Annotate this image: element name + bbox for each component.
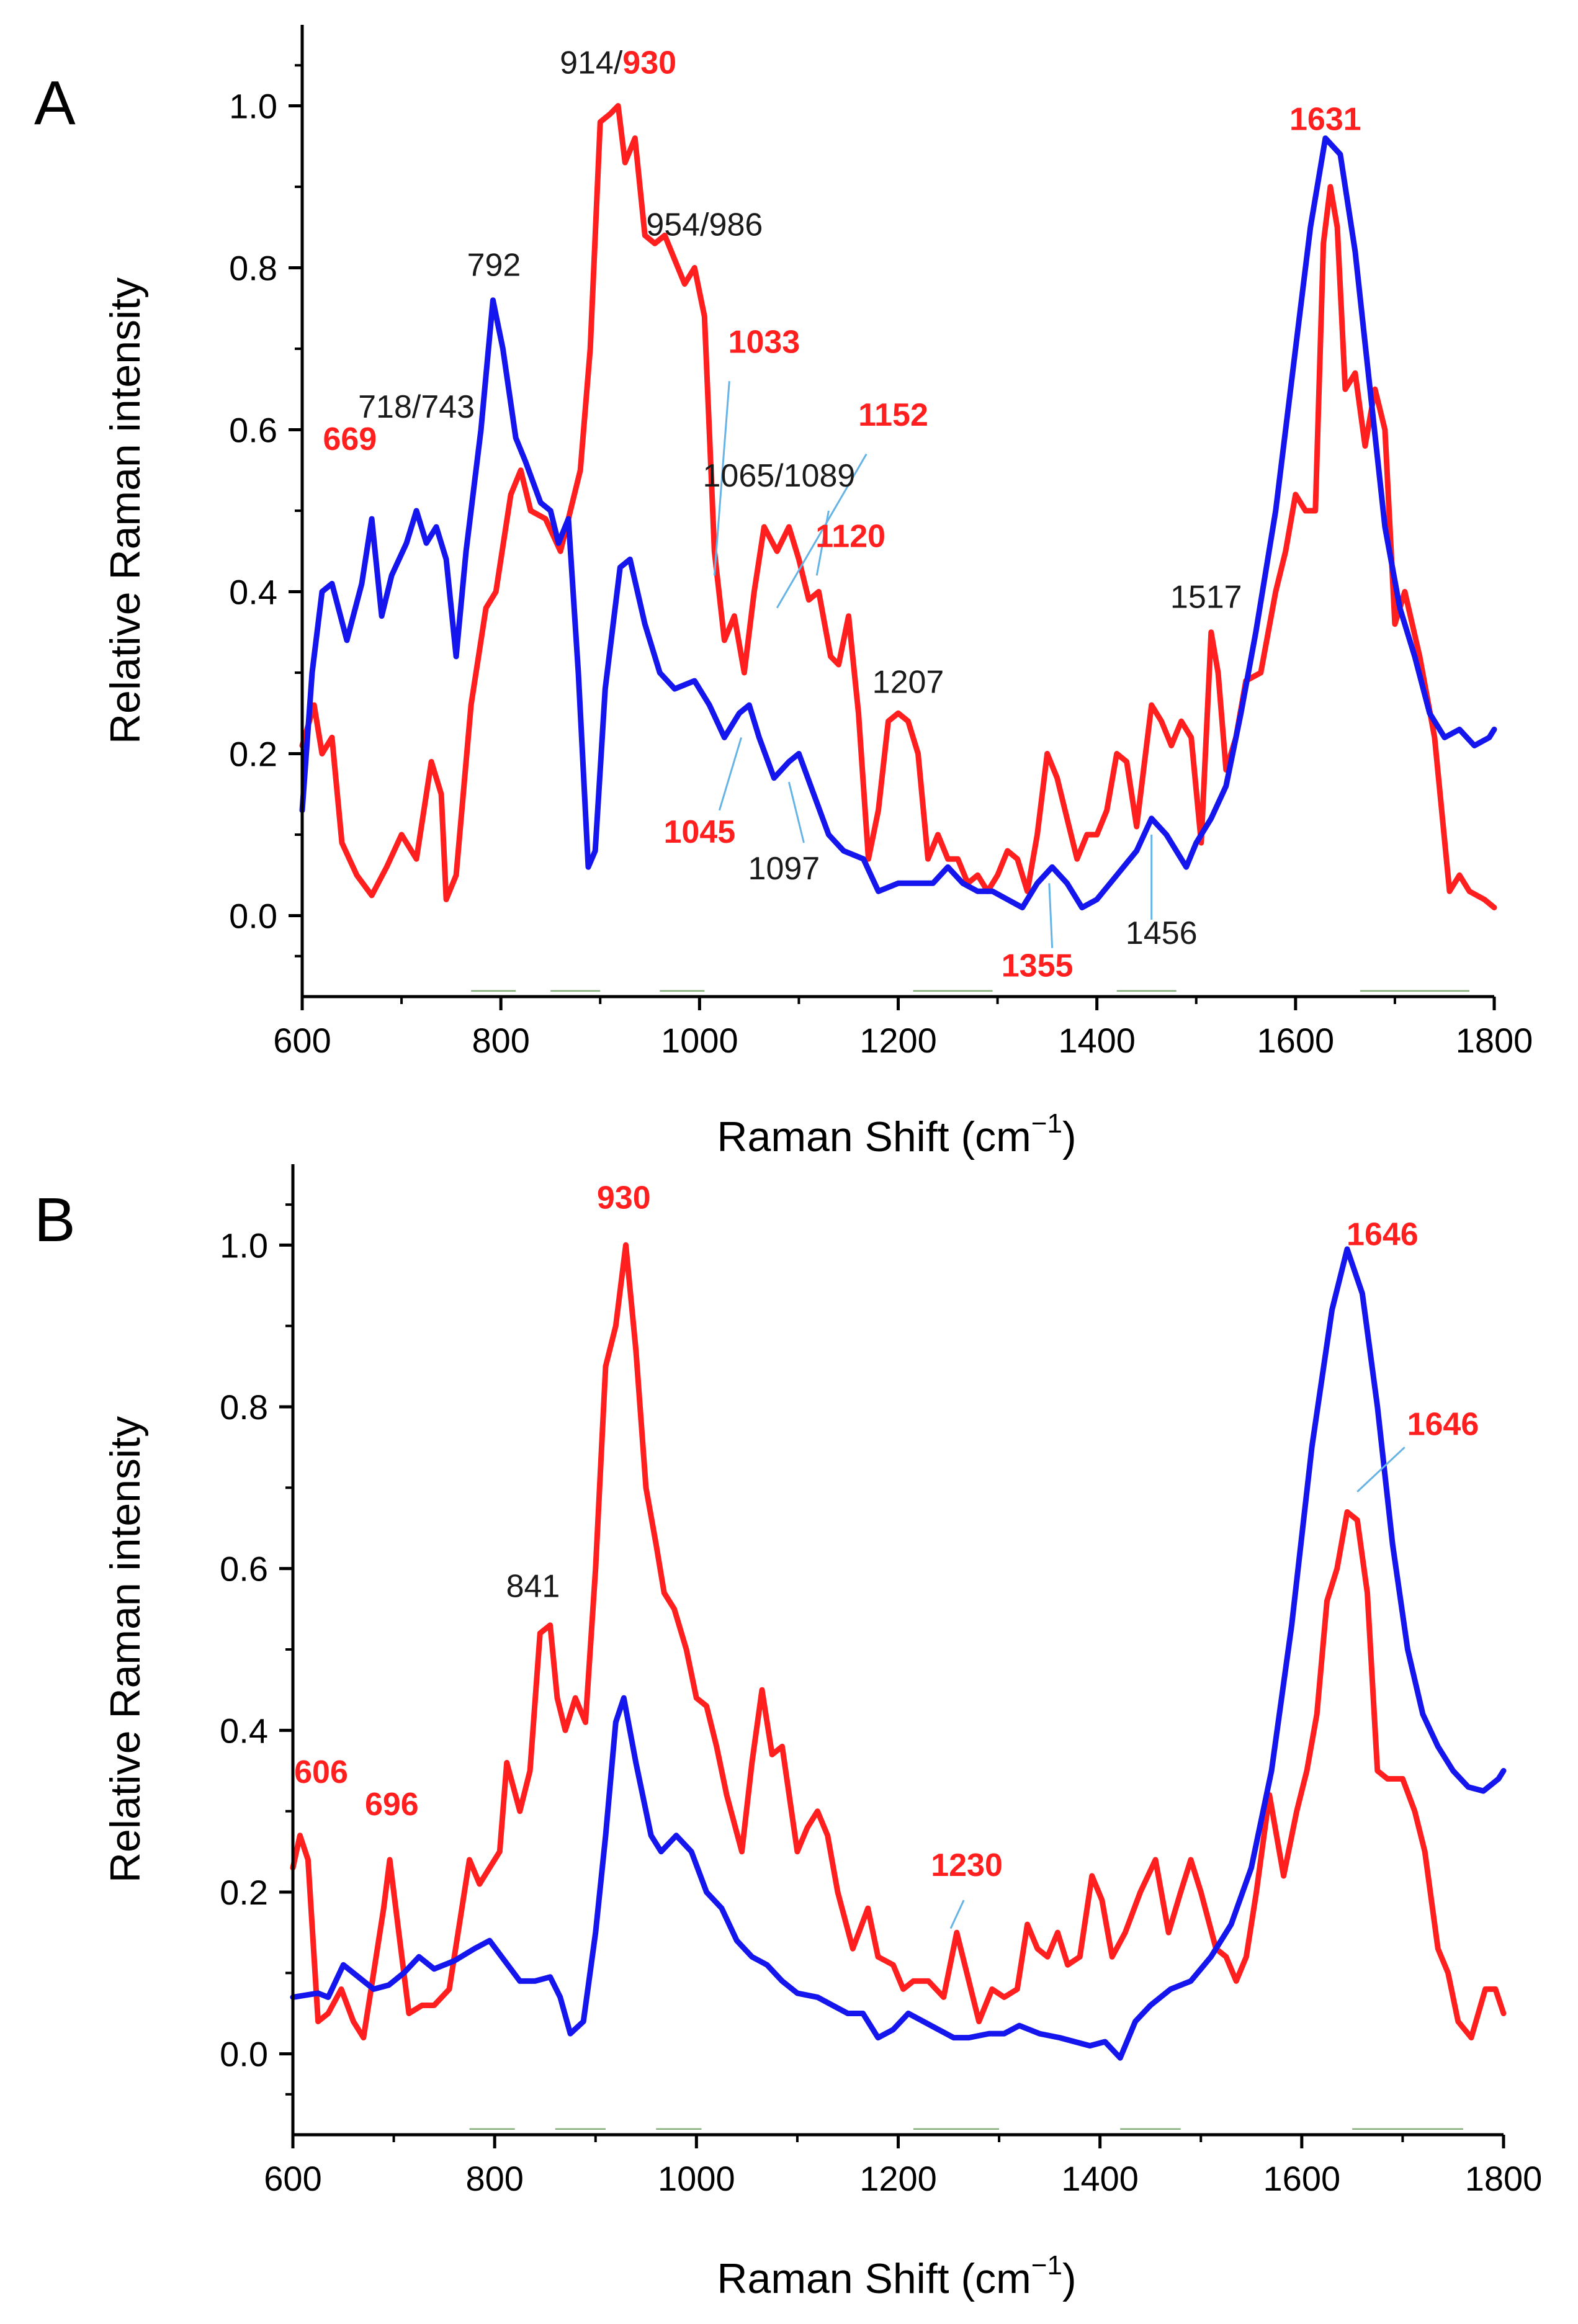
- panel-b-x-tick-label: 1400: [1061, 2159, 1139, 2198]
- panel-b-peak-annotation: 841: [506, 1568, 560, 1604]
- panel-a-x-axis-label: Raman Shift (cm−1): [717, 1108, 1076, 1160]
- panel-a-x-tick-label: 1000: [661, 1021, 738, 1060]
- panel-a-peak-annotation: 1456: [1126, 915, 1198, 951]
- panel-a-y-tick-label: 0.2: [229, 735, 277, 774]
- panel-a-x-tick-label: 800: [472, 1021, 529, 1060]
- panel-b-peak-annotation: 696: [365, 1787, 419, 1823]
- panel-b-x-tick-label: 1200: [859, 2159, 937, 2198]
- panel-a-peak-annotation: 1152: [858, 397, 928, 433]
- panel-a-series-red: [299, 103, 1497, 910]
- panel-a-peak-annotation: 1207: [872, 665, 944, 701]
- panel-a-peak-annotation: 1631: [1289, 102, 1361, 138]
- panel-a-leader-1: [713, 381, 730, 576]
- panel-b: 600 800 1000 1200 1400 1600 1800 0.0 0.2 0.4 0.6 0.…: [34, 1164, 1542, 2302]
- panel-a-peak-annotation: 1517: [1170, 580, 1242, 616]
- panel-a-y-tick-label: 0.0: [229, 897, 277, 936]
- panel-a-peak-annotation: 1120: [815, 519, 885, 555]
- panel-a-leader-5: [787, 781, 805, 843]
- panel-b-band-3: [656, 2128, 702, 2130]
- panel-a-leader-6: [1048, 883, 1054, 948]
- panel-b-peak-annotation: 930: [597, 1180, 651, 1216]
- panel-b-series-blue: [290, 1246, 1507, 2061]
- panel-a-peak-annotation: 954/986: [646, 207, 763, 243]
- panel-a-y-tick-label: 0.6: [229, 411, 277, 450]
- panel-b-y-tick-label: 0.4: [220, 1711, 268, 1750]
- panel-b-leader-1: [949, 1900, 965, 1929]
- panel-a-peak-annotation: 1065/1089: [702, 458, 855, 494]
- panel-b-band-4: [913, 2128, 1000, 2130]
- panel-a-band-2: [550, 990, 601, 992]
- panel-b-series-red: [290, 1242, 1507, 2041]
- panel-a-peak-annotation: 1097: [748, 851, 820, 887]
- panel-b-y-tick-label: 0.6: [220, 1550, 268, 1589]
- panel-a-band-3: [660, 990, 705, 992]
- panel-b-band-2: [555, 2128, 606, 2130]
- panel-b-x-tick-label: 1800: [1465, 2159, 1543, 2198]
- panel-b-y-tick-label: 0.8: [220, 1388, 268, 1427]
- panel-a-y-tick-label: 0.8: [229, 249, 277, 288]
- panel-a-x-tick-label: 1400: [1058, 1021, 1136, 1060]
- panel-a-peak-annotation: 792: [467, 248, 521, 284]
- panel-a-peak-annotation: 1355: [1002, 948, 1074, 984]
- panel-a-peak-annotation: 914/930: [560, 45, 676, 81]
- panel-b-label: B: [34, 1185, 76, 1255]
- panel-a-peak-annotation: 1033: [728, 325, 800, 361]
- panel-a-series-blue: [299, 135, 1497, 910]
- panel-b-leader-2: [1356, 1447, 1405, 1492]
- panel-b-x-tick-label: 600: [264, 2159, 321, 2198]
- panel-b-x-axis-label: Raman Shift (cm−1): [717, 2250, 1076, 2302]
- panel-a-leader-3: [776, 453, 867, 609]
- panel-a-y-tick-label: 1.0: [229, 87, 277, 126]
- panel-b-peak-annotation: 1646: [1407, 1407, 1479, 1443]
- panel-b-band-5: [1120, 2128, 1181, 2130]
- panel-a-x-tick-label: 1200: [859, 1021, 937, 1060]
- panel-b-x-tick-label: 800: [465, 2159, 523, 2198]
- panel-a-y-tick-label: 0.4: [229, 573, 277, 612]
- panel-a-band-4: [913, 990, 993, 992]
- panel-a-peak-annotation: 1045: [663, 814, 735, 850]
- panel-b-y-tick-label: 1.0: [220, 1226, 268, 1265]
- panel-a-x-tick-label: 1800: [1456, 1021, 1533, 1060]
- panel-b-x-tick-label: 1000: [658, 2159, 735, 2198]
- panel-a-band-5: [1116, 990, 1177, 992]
- panel-a-label: A: [34, 68, 76, 138]
- panel-a-y-axis-label: Relative Raman intensity: [102, 277, 149, 744]
- panel-a-peak-annotation: 669: [323, 421, 377, 457]
- panel-b-band-6: [1352, 2128, 1463, 2130]
- panel-b-peak-annotation: 606: [294, 1754, 348, 1790]
- panel-b-y-axis-label: Relative Raman intensity: [102, 1416, 149, 1883]
- panel-a-leader-4: [718, 737, 743, 811]
- panel-a-x-tick-label: 600: [273, 1021, 331, 1060]
- panel-b-peak-annotation: 1646: [1347, 1216, 1419, 1252]
- panel-b-y-tick-label: 0.2: [220, 1873, 268, 1912]
- panel-b-peak-annotation: 1230: [931, 1847, 1003, 1883]
- panel-a: 600 800 1000 1200 1400 1600 1800 0.0 0.2 0.4 0.6 0.…: [34, 25, 1533, 1160]
- panel-a-band-1: [471, 990, 516, 992]
- panel-b-band-1: [469, 2128, 515, 2130]
- panel-a-band-6: [1360, 990, 1469, 992]
- panel-a-peak-annotation: 718/743: [358, 389, 475, 425]
- panel-b-y-tick-label: 0.0: [220, 2035, 268, 2074]
- panel-b-x-tick-label: 1600: [1263, 2159, 1341, 2198]
- panel-a-x-tick-label: 1600: [1257, 1021, 1335, 1060]
